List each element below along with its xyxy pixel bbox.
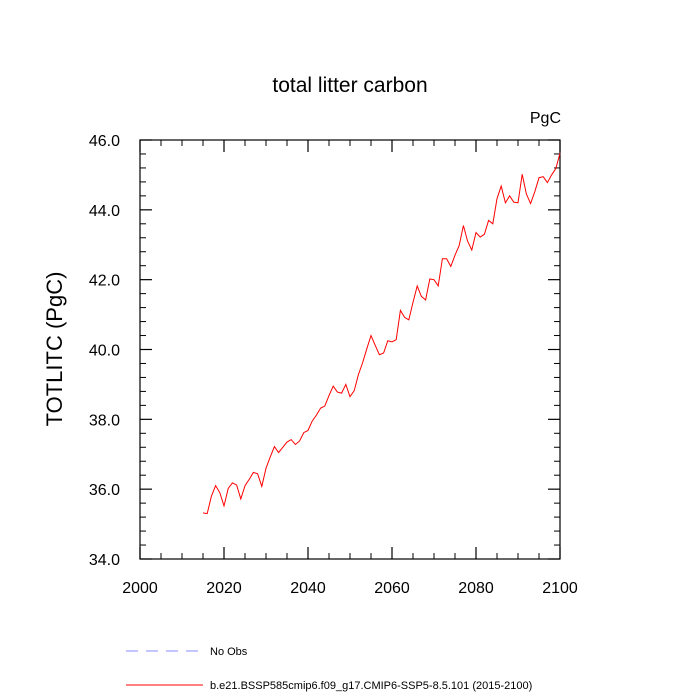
y-tick-label: 38.0 (89, 412, 120, 429)
y-tick-label: 34.0 (89, 552, 120, 569)
x-tick-label: 2040 (290, 580, 326, 597)
legend: No Obs b.e21.BSSP585cmip6.f09_g17.CMIP6-S… (126, 646, 532, 692)
chart-title: total litter carbon (272, 74, 427, 97)
x-tick-label: 2000 (122, 580, 158, 597)
y-tick-label: 42.0 (89, 273, 120, 290)
series-line (202, 153, 561, 515)
y-tick-label: 44.0 (89, 203, 120, 220)
x-tick-label: 2100 (542, 580, 578, 597)
x-tick-label: 2060 (374, 580, 410, 597)
series-layer (202, 153, 561, 515)
x-tick-label: 2080 (458, 580, 494, 597)
plot-frame (139, 139, 561, 560)
y-tick-label: 46.0 (89, 133, 120, 150)
y-axis-label: TOTLITC (PgC) (42, 272, 67, 427)
legend-label: b.e21.BSSP585cmip6.f09_g17.CMIP6-SSP5-8.… (210, 680, 532, 692)
units-label: PgC (530, 110, 561, 127)
x-tick-label: 2020 (206, 580, 242, 597)
axis-ticks: 2000 2020 2040 2060 2080 2100 34.0 36.0 38.0 40.0… (89, 133, 578, 597)
y-tick-label: 40.0 (89, 343, 120, 360)
legend-label: No Obs (210, 646, 248, 658)
y-tick-label: 36.0 (89, 482, 120, 499)
